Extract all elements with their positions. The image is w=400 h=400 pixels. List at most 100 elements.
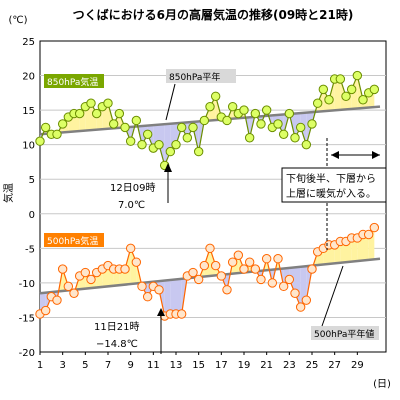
- annotation-late-line1: 下旬後半、下層から: [286, 172, 376, 185]
- chart-title: つくばにおける6月の高層気温の推移(09時と21時): [73, 7, 354, 22]
- series-500-below-fill: [295, 266, 301, 308]
- y-tick-label: 10: [22, 141, 35, 152]
- point-500: [273, 254, 283, 264]
- point-850: [40, 122, 51, 133]
- point-850: [103, 98, 113, 108]
- point-500: [363, 229, 374, 240]
- point-850: [86, 98, 96, 108]
- annotation-12th: 12日09時 7.0℃: [110, 163, 172, 211]
- point-500: [188, 267, 198, 278]
- y-tick-label: 25: [22, 37, 35, 48]
- point-850: [205, 101, 215, 112]
- point-850: [369, 84, 380, 95]
- point-500: [227, 257, 238, 267]
- x-tick-label: 5: [82, 360, 88, 371]
- series-850-above-fill: [334, 79, 341, 111]
- y-tick-label: -5: [25, 244, 35, 255]
- point-500: [80, 267, 91, 278]
- point-850: [227, 101, 238, 112]
- point-850: [261, 105, 272, 115]
- y-tick-label: -10: [19, 279, 35, 290]
- point-500: [307, 264, 317, 274]
- point-500: [176, 309, 187, 319]
- x-tick-label: 25: [306, 360, 319, 371]
- legend-500-temp: 500hPa気温: [44, 233, 104, 247]
- series-850-above-fill: [74, 113, 80, 132]
- y-tick-label: 20: [22, 72, 35, 83]
- legend-850-normal-text: 850hPa平年: [169, 71, 220, 83]
- y-tick-label: -20: [19, 348, 35, 359]
- point-850: [341, 91, 351, 101]
- point-500: [205, 243, 215, 254]
- point-850: [91, 108, 102, 119]
- point-850: [120, 122, 130, 133]
- annotation-11th: 11日21時 −14.8℃: [94, 308, 165, 354]
- point-500: [222, 285, 232, 295]
- x-tick-label: 17: [215, 360, 228, 371]
- point-850: [74, 108, 85, 119]
- point-850: [125, 136, 136, 146]
- point-500: [244, 257, 255, 267]
- point-850: [35, 136, 45, 146]
- x-tick-label: 29: [351, 360, 364, 371]
- y-tick-label: 15: [22, 106, 35, 117]
- point-500: [131, 257, 142, 267]
- point-850: [57, 119, 68, 129]
- point-500: [369, 222, 380, 233]
- point-500: [233, 250, 244, 260]
- point-500: [290, 288, 300, 298]
- point-850: [324, 95, 334, 105]
- point-850: [318, 84, 329, 95]
- point-850: [193, 146, 204, 157]
- point-850: [52, 129, 62, 140]
- x-tick-label: 13: [170, 360, 183, 371]
- point-500: [142, 292, 153, 302]
- point-850: [176, 122, 187, 133]
- point-850: [307, 119, 317, 129]
- point-500: [125, 243, 136, 254]
- point-500: [261, 254, 272, 264]
- point-850: [165, 146, 176, 157]
- point-850: [171, 139, 181, 150]
- point-500: [295, 302, 306, 312]
- point-850: [358, 95, 368, 105]
- point-850: [312, 98, 323, 108]
- point-850: [182, 133, 193, 143]
- x-tick-label: 23: [283, 360, 296, 371]
- series-500-above-fill: [340, 241, 346, 263]
- annotation-12th-line2: 7.0℃: [118, 200, 145, 211]
- series-500-below-fill: [176, 278, 182, 314]
- x-tick-label: 15: [192, 360, 205, 371]
- annotation-11th-line2: −14.8℃: [96, 339, 138, 350]
- legend-850-normal: 850hPa平年: [165, 69, 236, 121]
- legend-500-normal: 500hPa平年値: [311, 265, 379, 340]
- point-500: [63, 281, 74, 292]
- point-500: [278, 281, 289, 292]
- point-850: [278, 129, 289, 140]
- x-tick-label: 19: [238, 360, 251, 371]
- series-500-below-fill: [170, 279, 176, 314]
- point-500: [120, 264, 130, 274]
- point-850: [256, 119, 266, 129]
- point-850: [210, 91, 221, 101]
- point-850: [273, 119, 283, 129]
- normal-500-line: [39, 257, 381, 295]
- x-tick-label: 3: [59, 360, 65, 371]
- point-500: [216, 271, 227, 281]
- x-unit-label: (日): [373, 379, 391, 390]
- y-unit-label: (℃): [8, 15, 27, 26]
- y-tick-label: 0: [29, 210, 35, 221]
- point-500: [199, 260, 210, 271]
- point-850: [284, 108, 295, 119]
- x-tick-label: 9: [127, 360, 133, 371]
- x-tick-label: 27: [328, 360, 341, 371]
- x-tick-label: 11: [147, 360, 160, 371]
- point-500: [154, 285, 164, 295]
- point-850: [346, 84, 357, 95]
- x-tick-label: 21: [260, 360, 273, 371]
- point-500: [256, 274, 266, 285]
- point-850: [222, 115, 232, 126]
- point-850: [239, 105, 249, 115]
- point-500: [69, 288, 79, 298]
